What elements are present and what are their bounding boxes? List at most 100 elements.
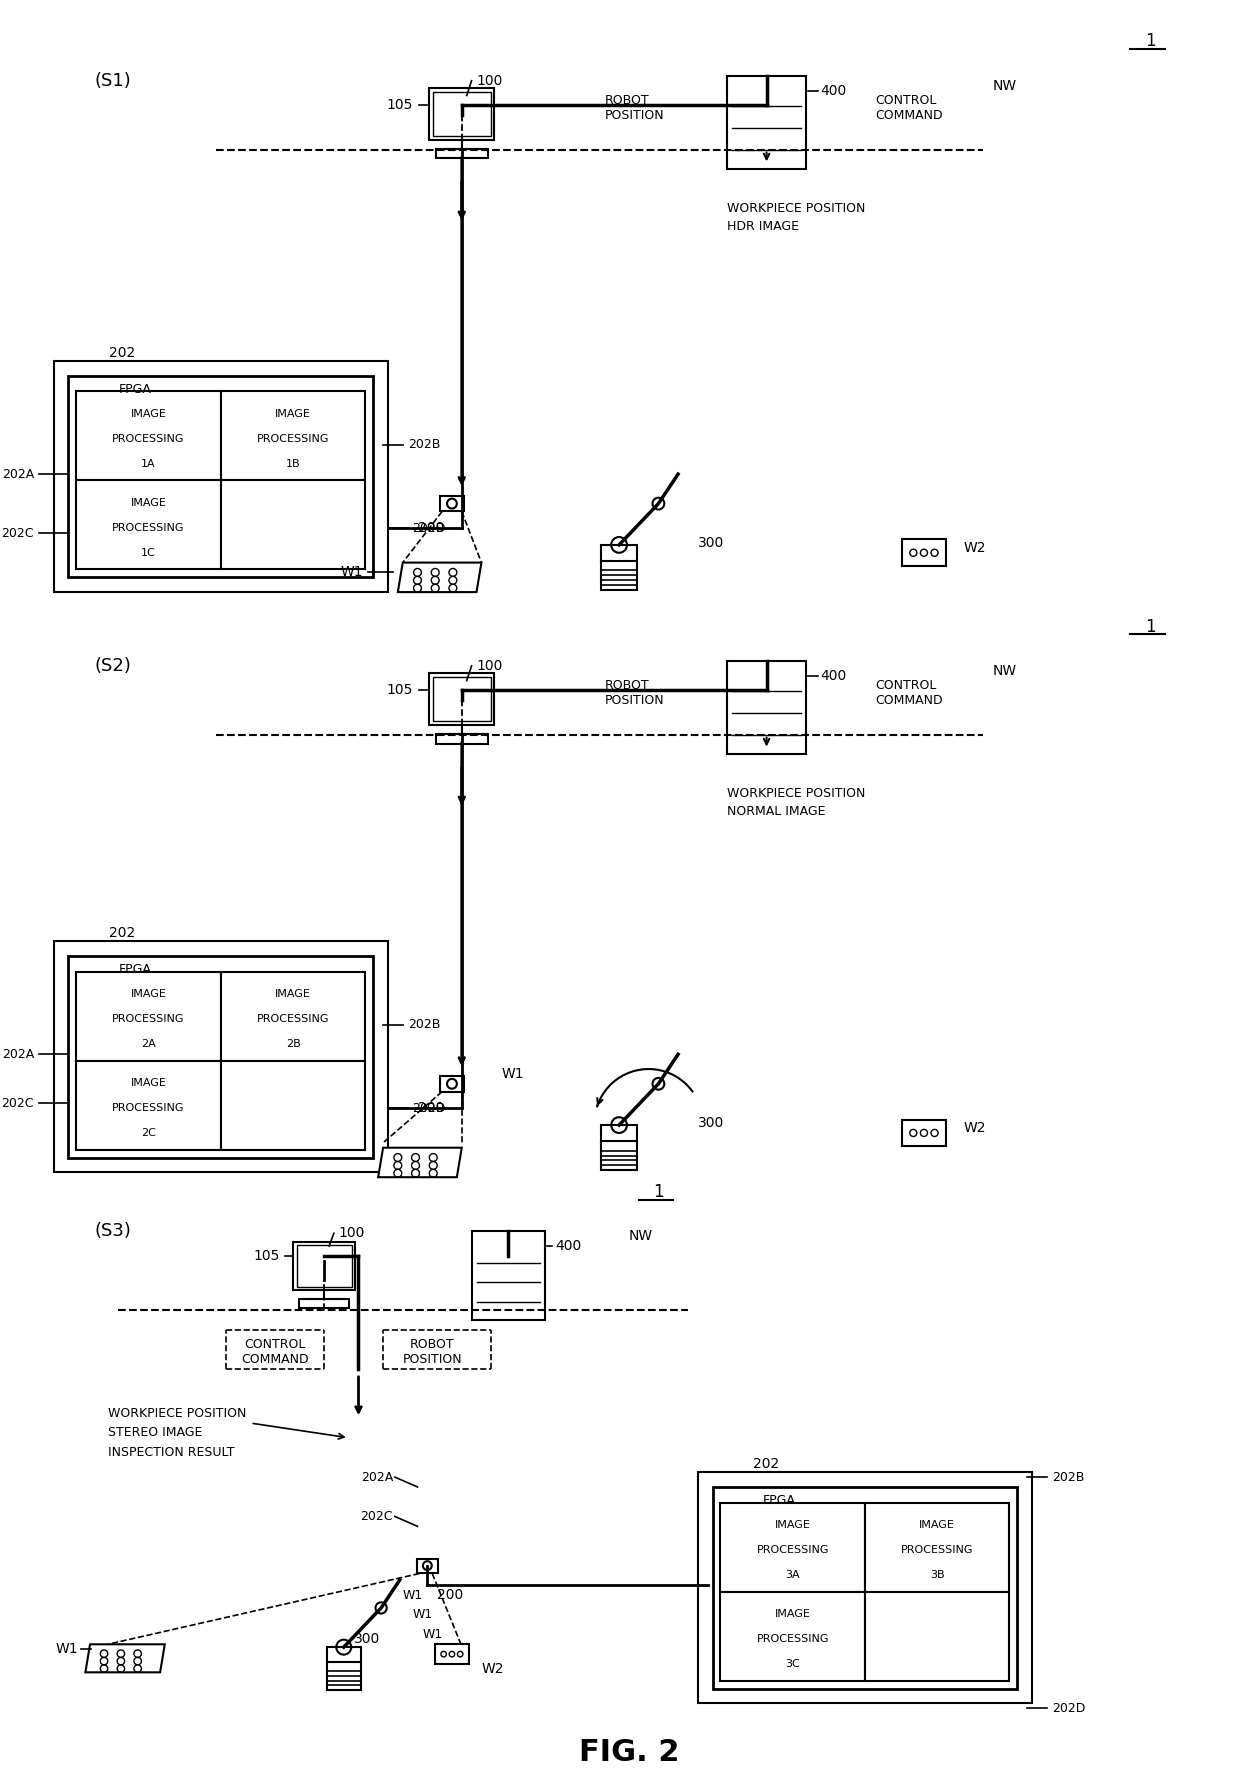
Bar <box>77 1061 221 1149</box>
Bar <box>299 1299 348 1308</box>
Text: W2: W2 <box>481 1662 503 1676</box>
Text: COMMAND: COMMAND <box>874 693 942 708</box>
Bar <box>601 561 637 590</box>
Text: IMAGE: IMAGE <box>275 409 311 418</box>
Text: IMAGE: IMAGE <box>919 1521 955 1530</box>
Text: PROCESSING: PROCESSING <box>257 1013 330 1024</box>
Text: 2C: 2C <box>141 1128 156 1138</box>
Text: FPGA: FPGA <box>119 963 153 976</box>
Text: 300: 300 <box>698 1117 724 1129</box>
Bar <box>77 391 221 481</box>
Text: 202: 202 <box>109 347 135 361</box>
Bar <box>221 972 366 1061</box>
Bar <box>53 361 388 591</box>
Bar <box>435 734 487 743</box>
Text: 400: 400 <box>821 84 847 98</box>
Text: PROCESSING: PROCESSING <box>113 522 185 533</box>
Text: 3C: 3C <box>785 1658 800 1669</box>
Text: 202D: 202D <box>1052 1701 1085 1716</box>
Text: 300: 300 <box>353 1632 379 1646</box>
Text: PROCESSING: PROCESSING <box>113 434 185 443</box>
Bar <box>601 1126 637 1142</box>
Text: 200: 200 <box>418 522 444 534</box>
Text: IMAGE: IMAGE <box>775 1521 811 1530</box>
Text: IMAGE: IMAGE <box>130 988 166 999</box>
Bar <box>429 88 495 139</box>
Text: 202: 202 <box>109 926 135 940</box>
Bar <box>728 75 806 170</box>
Polygon shape <box>398 563 481 591</box>
Text: POSITION: POSITION <box>604 693 663 708</box>
Text: NW: NW <box>993 663 1017 677</box>
Bar <box>327 1648 361 1664</box>
Text: 202B: 202B <box>408 1019 440 1031</box>
Text: CONTROL: CONTROL <box>874 679 936 692</box>
Bar <box>728 661 806 754</box>
Text: 2B: 2B <box>285 1038 300 1049</box>
Bar <box>866 1592 1009 1682</box>
Text: 400: 400 <box>821 668 847 683</box>
Text: W2: W2 <box>963 1120 986 1135</box>
Text: (S1): (S1) <box>94 71 131 89</box>
Text: 202C: 202C <box>1 1097 33 1110</box>
Bar <box>440 495 464 511</box>
Text: 202A: 202A <box>361 1471 393 1483</box>
Bar <box>901 540 946 566</box>
Text: POSITION: POSITION <box>604 109 663 122</box>
Bar <box>293 1242 355 1290</box>
Text: (S3): (S3) <box>94 1222 131 1240</box>
Bar <box>713 1487 1017 1689</box>
Text: 1: 1 <box>1145 618 1156 636</box>
Text: CONTROL: CONTROL <box>244 1338 305 1351</box>
Text: 105: 105 <box>253 1249 280 1263</box>
Text: PROCESSING: PROCESSING <box>113 1103 185 1113</box>
Text: 202A: 202A <box>1 1047 33 1061</box>
Text: ROBOT: ROBOT <box>604 679 649 692</box>
Bar <box>77 972 221 1061</box>
Text: WORKPIECE POSITION: WORKPIECE POSITION <box>728 202 866 214</box>
Text: 1A: 1A <box>141 459 156 468</box>
Text: CONTROL: CONTROL <box>874 95 936 107</box>
Text: 200: 200 <box>438 1589 464 1603</box>
Text: 200: 200 <box>418 1101 444 1115</box>
Bar <box>435 1644 469 1664</box>
Text: 202D: 202D <box>413 1103 446 1115</box>
Text: PROCESSING: PROCESSING <box>756 1546 828 1555</box>
Text: 3B: 3B <box>930 1569 945 1580</box>
Polygon shape <box>378 1147 461 1178</box>
Text: WORKPIECE POSITION: WORKPIECE POSITION <box>108 1406 246 1419</box>
Text: W1: W1 <box>423 1628 443 1640</box>
Text: IMAGE: IMAGE <box>775 1608 811 1619</box>
Text: NW: NW <box>993 79 1017 93</box>
Text: 105: 105 <box>386 98 413 113</box>
Text: ROBOT: ROBOT <box>410 1338 455 1351</box>
Text: W1: W1 <box>501 1067 523 1081</box>
Text: POSITION: POSITION <box>403 1353 463 1365</box>
Bar <box>901 1120 946 1145</box>
Bar <box>417 1558 438 1573</box>
Bar <box>429 674 495 726</box>
Text: PROCESSING: PROCESSING <box>756 1633 828 1644</box>
Text: 202C: 202C <box>1 527 33 540</box>
Bar <box>720 1503 866 1592</box>
Text: 1: 1 <box>653 1183 663 1201</box>
Text: HDR IMAGE: HDR IMAGE <box>728 220 800 232</box>
Text: COMMAND: COMMAND <box>874 109 942 122</box>
Bar <box>435 148 487 159</box>
Text: 100: 100 <box>476 659 503 674</box>
Text: W1: W1 <box>413 1608 433 1621</box>
Bar <box>327 1662 361 1691</box>
Bar <box>77 481 221 570</box>
Text: FPGA: FPGA <box>119 382 153 397</box>
Text: 202B: 202B <box>1052 1471 1084 1483</box>
Bar <box>53 942 388 1172</box>
Text: ROBOT: ROBOT <box>604 95 649 107</box>
Text: (S2): (S2) <box>94 658 131 675</box>
Bar <box>471 1231 546 1321</box>
Text: IMAGE: IMAGE <box>275 988 311 999</box>
Text: PROCESSING: PROCESSING <box>257 434 330 443</box>
Text: INSPECTION RESULT: INSPECTION RESULT <box>108 1446 234 1458</box>
Text: W1: W1 <box>56 1642 78 1657</box>
Text: WORKPIECE POSITION: WORKPIECE POSITION <box>728 788 866 801</box>
Bar <box>440 1076 464 1092</box>
